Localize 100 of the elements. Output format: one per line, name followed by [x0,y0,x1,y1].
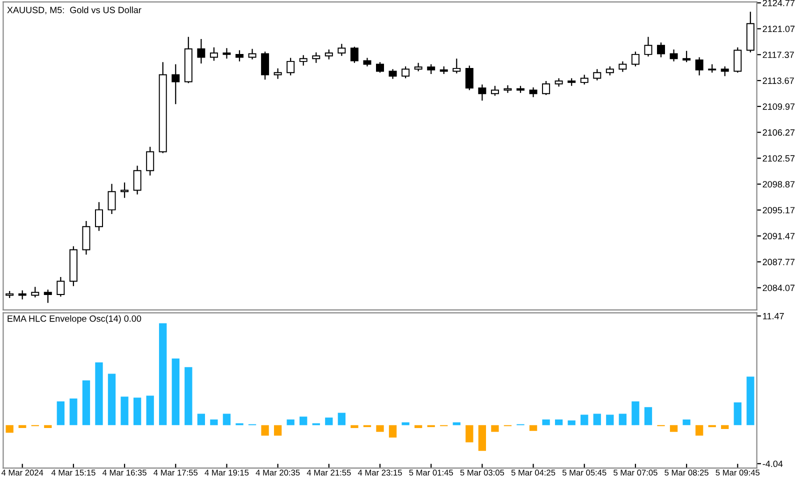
x-tick-label: 5 Mar 07:05 [614,470,658,476]
x-tick-label: 5 Mar 01:45 [409,470,453,476]
bar [261,425,269,436]
candlestick [376,62,384,74]
candlestick [478,84,486,102]
bar [274,425,282,436]
x-tick-label: 4 Mar 19:15 [204,470,249,476]
candlestick [682,50,691,63]
bar [44,425,52,428]
bar [18,425,26,428]
candlestick [618,60,627,72]
bar [491,425,499,432]
candlestick [236,50,244,62]
x-tick-label: 4 Mar 23:15 [358,470,402,476]
candlestick [248,48,256,60]
bar [6,425,14,433]
x-tick-label: 5 Mar 03:05 [460,470,504,476]
bar [325,418,333,426]
x-tick-label: 5 Mar 04:25 [511,470,556,476]
x-tick-label: 4 Mar 2024 [1,470,44,476]
chart-title: EMA HLC Envelope Osc(14) 0.00 [8,315,142,324]
bar [580,414,588,426]
candlestick [452,58,461,74]
y-tick-label: 2117.37 [762,52,794,58]
candlestick [504,84,512,94]
bar [120,396,128,426]
candlestick [644,36,652,58]
bar [568,420,576,426]
candlestick [350,46,358,64]
y-tick-label: 2091.47 [762,232,795,240]
x-tick-label: 4 Mar 16:35 [102,470,146,476]
y-tick-label: 2106.27 [762,129,795,136]
candlestick [695,56,704,76]
candlestick [542,80,550,96]
bar [350,425,358,428]
bar [542,419,550,426]
candlestick [286,57,295,76]
bar [606,414,614,426]
candlestick [222,48,231,60]
x-tick-label: 5 Mar 05:45 [562,470,606,476]
x-tick-label: 4 Mar 17:55 [154,470,198,476]
candlestick [312,52,320,64]
candlestick [172,64,180,105]
bar [529,425,538,431]
bar [210,419,218,426]
bar [146,396,154,426]
bar [300,416,308,426]
y-tick-label: 2095.17 [762,207,795,214]
y-tick-label: 2109.97 [762,103,795,110]
candlestick [734,46,742,74]
candlestick [56,276,65,298]
candlestick [108,183,116,215]
y-tick-label: 2098.87 [762,181,795,188]
y-tick-label: 2113.67 [762,78,794,84]
bar [388,425,397,438]
candlestick [388,68,397,80]
bar [286,419,294,426]
bar [478,425,486,451]
bar [197,414,206,426]
bar [172,358,180,426]
candlestick [402,66,410,79]
bar [721,425,729,429]
candlestick [465,65,474,91]
x-tick-label: 5 Mar 09:45 [716,470,760,476]
candlestick [146,146,154,176]
bar [746,376,754,426]
x-tick-label: 5 Mar 08:25 [664,470,708,476]
y-tick-label: 2121.07 [762,26,795,32]
y-tick-label: -4.04 [762,460,783,468]
candlestick [593,68,602,81]
bar [95,362,103,426]
bar [184,367,192,426]
candlestick [95,202,103,232]
candlestick [274,68,282,80]
x-tick-label: 4 Mar 21:55 [306,470,351,476]
x-tick-label: 4 Mar 20:35 [256,470,300,476]
candlestick [82,220,90,256]
bar [593,414,601,426]
candlestick [44,289,52,304]
x-tick-label: 4 Mar 15:15 [51,470,96,476]
bar [670,425,678,432]
candlestick [31,286,40,298]
bar [159,323,167,426]
candlestick [670,48,678,62]
candlestick [210,46,218,62]
bar [133,398,142,426]
bar [108,374,116,426]
bar [338,412,346,426]
y-tick-label: 2124.77 [762,0,795,6]
bar [734,402,742,426]
bar [402,422,410,426]
candlestick [606,66,614,76]
bar [70,398,78,426]
candlestick [324,48,333,60]
candlestick [133,165,142,195]
y-tick-label: 2102.57 [762,155,795,162]
candlestick [299,54,308,66]
bar [632,401,640,426]
chart-title: XAUUSD, M5: Gold vs US Dollar [7,6,142,14]
bar [222,414,231,426]
